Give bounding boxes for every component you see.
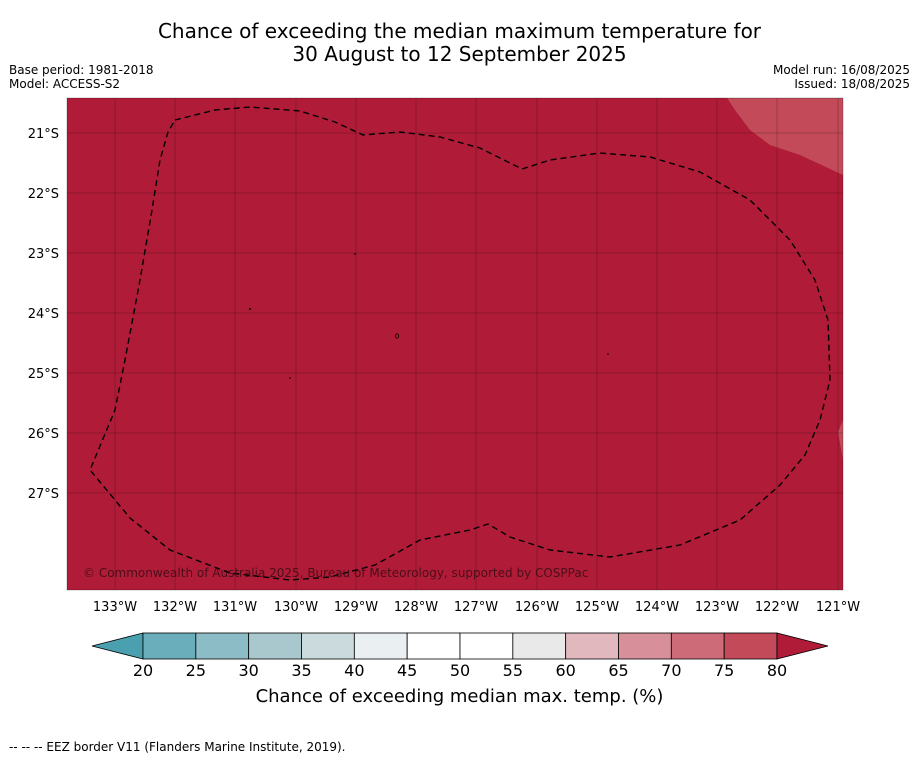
lon-label: 127°W [454, 600, 498, 615]
lat-labels: 21°S 22°S 23°S 24°S 25°S 26°S 27°S [28, 127, 59, 502]
colorbar-boxes [142, 632, 778, 660]
map-background [67, 98, 843, 590]
lat-label: 27°S [28, 487, 59, 502]
island-markers [249, 253, 609, 379]
colorbar-tick-label: 60 [555, 661, 575, 680]
lighter-region-top-right [727, 98, 843, 175]
colorbar-tick-label: 25 [186, 661, 206, 680]
meta-right: Model run: 16/08/2025 Issued: 18/08/2025 [773, 63, 910, 91]
lon-label: 130°W [274, 600, 318, 615]
colorbar-over-arrow [776, 632, 829, 660]
grid-lines [67, 98, 843, 590]
colorbar-box [406, 632, 461, 660]
lon-label: 125°W [575, 600, 619, 615]
colorbar-tick-label: 70 [661, 661, 681, 680]
model-run: Model run: 16/08/2025 [772, 63, 910, 77]
colorbar-box [618, 632, 672, 660]
meta-left: Base period: 1981-2018 Model: ACCESS-S2 [9, 63, 154, 91]
lon-label: 133°W [93, 600, 137, 615]
chart-title-line2: 30 August to 12 September 2025 [292, 42, 627, 66]
colorbar: 20 25 30 35 40 45 50 55 60 65 70 75 80 [91, 632, 829, 680]
colorbar-ticks: 20 25 30 35 40 45 50 55 60 65 70 75 80 [133, 661, 787, 680]
lat-label: 21°S [28, 127, 59, 142]
colorbar-box [723, 632, 778, 660]
chart-title-line1: Chance of exceeding the median maximum t… [157, 19, 762, 43]
lon-label: 124°W [635, 600, 679, 615]
lat-label: 22°S [28, 187, 59, 202]
eez-border [89, 106, 831, 581]
colorbar-tick-label: 35 [291, 661, 311, 680]
map-panel[interactable]: © Commonwealth of Australia 2025, Bureau… [66, 97, 844, 591]
colorbar-tick-label: 40 [344, 661, 364, 680]
lon-label: 126°W [515, 600, 559, 615]
colorbar-tick-label: 75 [714, 661, 734, 680]
issued-date: Issued: 18/08/2025 [794, 77, 910, 91]
lon-label: 131°W [213, 600, 257, 615]
colorbar-tick-label: 65 [608, 661, 628, 680]
map-border [66, 97, 844, 591]
lon-label: 122°W [755, 600, 799, 615]
colorbar-tick-label: 30 [238, 661, 258, 680]
lon-label: 132°W [153, 600, 197, 615]
base-period: Base period: 1981-2018 [9, 63, 154, 77]
lon-label: 123°W [695, 600, 739, 615]
lon-label: 121°W [816, 600, 860, 615]
colorbar-box [142, 632, 197, 660]
lon-label: 129°W [334, 600, 378, 615]
lat-label: 25°S [28, 367, 59, 382]
colorbar-box [670, 632, 725, 660]
lighter-region-right-edge [838, 420, 843, 460]
lat-label: 23°S [28, 247, 59, 262]
colorbar-box [459, 632, 514, 660]
colorbar-tick-label: 80 [767, 661, 787, 680]
colorbar-label: Chance of exceeding median max. temp. (%… [255, 686, 664, 707]
colorbar-box [195, 632, 250, 660]
colorbar-tick-label: 20 [133, 661, 153, 680]
model-name: Model: ACCESS-S2 [9, 77, 121, 91]
colorbar-tick-label: 50 [450, 661, 470, 680]
lat-label: 26°S [28, 427, 59, 442]
lat-label: 24°S [28, 307, 59, 322]
colorbar-tick-label: 55 [503, 661, 523, 680]
colorbar-box [353, 632, 408, 660]
colorbar-tick-label: 45 [397, 661, 417, 680]
lon-label: 128°W [394, 600, 438, 615]
colorbar-box [565, 632, 619, 660]
copyright-text: © Commonwealth of Australia 2025, Bureau… [83, 566, 588, 580]
lon-labels: 133°W 132°W 131°W 130°W 129°W 128°W 127°… [93, 600, 860, 615]
colorbar-box [248, 632, 302, 660]
colorbar-box [512, 632, 567, 660]
footer-eez-note: -- -- -- EEZ border V11 (Flanders Marine… [9, 740, 346, 754]
colorbar-under-arrow [91, 632, 144, 660]
colorbar-box [301, 632, 355, 660]
